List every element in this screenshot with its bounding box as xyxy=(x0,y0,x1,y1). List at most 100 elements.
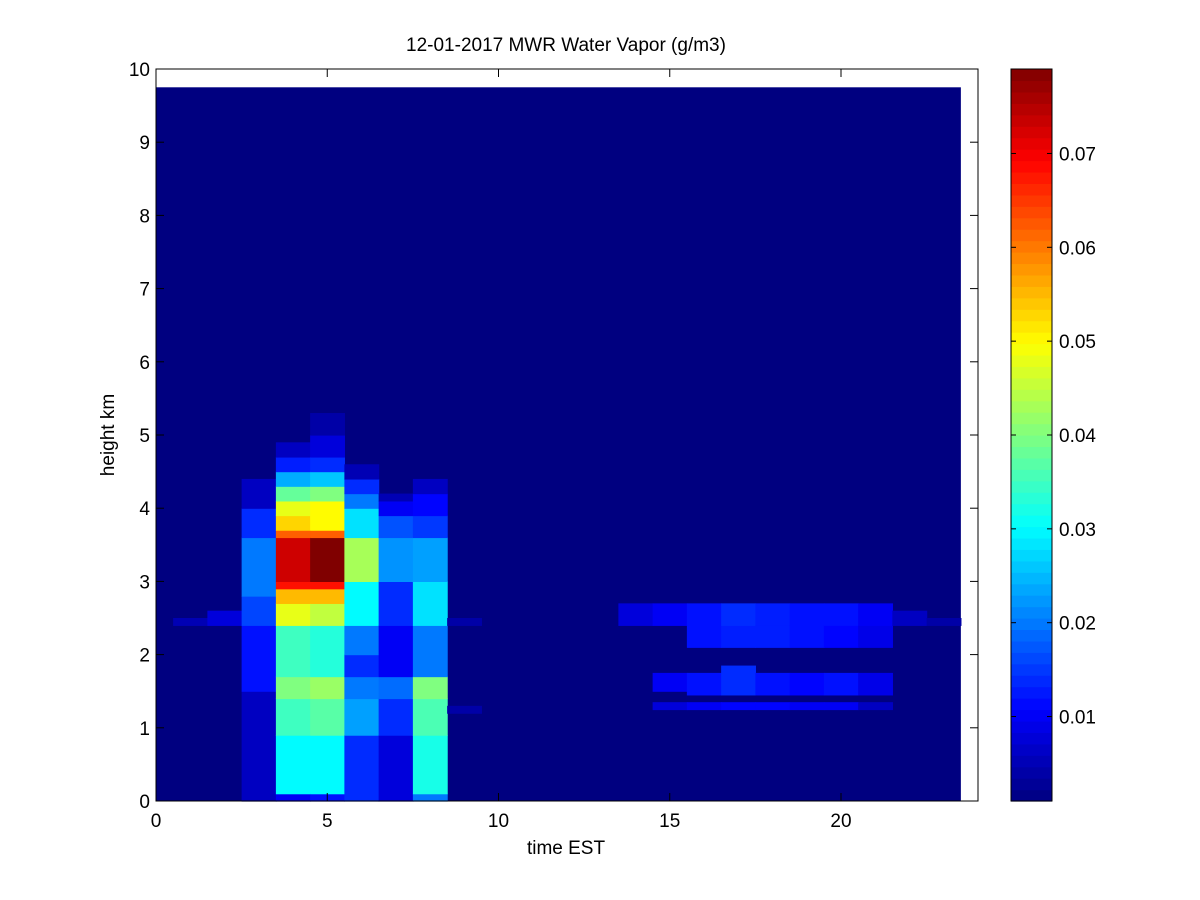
colorbar-swatch xyxy=(1011,663,1052,676)
heatmap-cell xyxy=(686,672,722,696)
heatmap-cell xyxy=(378,500,414,517)
colorbar-swatch xyxy=(1011,720,1052,733)
colorbar-swatch xyxy=(1011,457,1052,470)
y-tick-label: 10 xyxy=(129,60,150,81)
heatmap-cell xyxy=(310,581,345,590)
colorbar-swatch xyxy=(1011,652,1052,665)
colorbar-swatch xyxy=(1011,103,1052,116)
colorbar-tick-label: 0.02 xyxy=(1059,614,1096,635)
y-tick-label: 8 xyxy=(139,206,150,227)
heatmap-cell xyxy=(858,625,893,648)
heatmap-cell xyxy=(310,530,345,539)
heatmap-cell xyxy=(447,618,482,626)
colorbar-swatch xyxy=(1011,412,1052,425)
heatmap-cell xyxy=(789,603,825,626)
heatmap-cell xyxy=(275,456,311,473)
heatmap-cell xyxy=(412,537,448,582)
heatmap-cell xyxy=(310,471,345,487)
heatmap-cell xyxy=(686,625,722,648)
colorbar-swatch xyxy=(1011,629,1052,642)
colorbar: 0.01 0.02 0.03 0.04 0.05 0.06 0.07 xyxy=(1010,68,1096,802)
colorbar-gradient xyxy=(1011,69,1052,802)
colorbar-swatch xyxy=(1011,114,1052,127)
colorbar-swatch xyxy=(1011,160,1052,173)
y-tick-label: 5 xyxy=(139,426,150,447)
y-tick-label: 9 xyxy=(139,133,150,154)
heatmap-cell xyxy=(926,618,962,626)
heatmap-cell xyxy=(755,603,791,626)
y-tick-label: 0 xyxy=(139,792,150,813)
colorbar-swatch xyxy=(1011,343,1052,356)
heatmap-cell xyxy=(378,698,414,736)
heatmap-cell xyxy=(344,698,380,736)
heatmap-cell xyxy=(412,735,448,795)
heatmap-cell xyxy=(447,705,482,714)
colorbar-swatch xyxy=(1011,389,1052,402)
heatmap-cells xyxy=(156,87,962,802)
heatmap-cell xyxy=(344,581,380,626)
colorbar-swatch xyxy=(1011,480,1052,493)
y-tick-label: 6 xyxy=(139,353,150,374)
heatmap-cell xyxy=(412,493,448,517)
colorbar-swatch xyxy=(1011,297,1052,310)
colorbar-swatch xyxy=(1011,698,1052,711)
heatmap-cell xyxy=(378,581,414,626)
heatmap-cell xyxy=(344,493,380,509)
y-tick-label: 7 xyxy=(139,280,150,301)
heatmap-cell xyxy=(310,735,345,795)
colorbar-swatch xyxy=(1011,469,1052,482)
heatmap-cell xyxy=(755,702,791,711)
heatmap-cell xyxy=(823,702,859,711)
heatmap-cell xyxy=(310,676,345,700)
heatmap-cell xyxy=(858,702,893,711)
colorbar-tick-label: 0.04 xyxy=(1059,426,1096,447)
heatmap-cell xyxy=(412,625,448,678)
heatmap-cell xyxy=(275,793,311,802)
colorbar-swatch xyxy=(1011,354,1052,367)
heatmap-cell xyxy=(310,486,345,502)
colorbar-swatch xyxy=(1011,183,1052,196)
chart-title: 12-01-2017 MWR Water Vapor (g/m3) xyxy=(406,35,726,56)
heatmap-cell xyxy=(344,676,380,700)
plot-area: 0 5 10 15 20 0 1 2 3 4 5 6 7 8 9 10 xyxy=(129,60,979,832)
heatmap-cell xyxy=(412,581,448,626)
heatmap-cell xyxy=(378,676,414,700)
y-axis-ticks: 0 1 2 3 4 5 6 7 8 9 10 xyxy=(129,60,978,813)
heatmap-cell xyxy=(789,625,825,648)
heatmap-cell xyxy=(275,530,311,539)
heatmap-cell xyxy=(310,625,345,678)
heatmap-cell xyxy=(344,735,380,802)
colorbar-swatch xyxy=(1011,755,1052,768)
heatmap-cell xyxy=(344,537,380,582)
heatmap-cell xyxy=(858,672,893,696)
colorbar-swatch xyxy=(1011,743,1052,756)
colorbar-swatch xyxy=(1011,194,1052,207)
heatmap-cell xyxy=(618,603,654,626)
heatmap-cell xyxy=(275,698,311,736)
colorbar-tick-label: 0.01 xyxy=(1059,708,1096,729)
heatmap-cell xyxy=(378,493,414,502)
colorbar-tick-label: 0.03 xyxy=(1059,520,1096,541)
y-tick-label: 4 xyxy=(139,499,150,520)
heatmap-cell xyxy=(721,702,756,711)
heatmap-cell xyxy=(241,596,277,626)
colorbar-swatch xyxy=(1011,252,1052,265)
heatmap-cell xyxy=(412,676,448,700)
colorbar-swatch xyxy=(1011,503,1052,516)
colorbar-tick-label: 0.07 xyxy=(1059,144,1096,165)
colorbar-swatch xyxy=(1011,675,1052,688)
x-tick-label: 5 xyxy=(322,811,333,832)
heatmap-cell xyxy=(892,610,928,626)
x-tick-label: 10 xyxy=(488,811,509,832)
colorbar-swatch xyxy=(1011,423,1052,436)
colorbar-swatch xyxy=(1011,400,1052,413)
colorbar-swatch xyxy=(1011,240,1052,253)
colorbar-swatch xyxy=(1011,274,1052,287)
heatmap-cell xyxy=(310,413,345,436)
heatmap-cell xyxy=(412,478,448,495)
colorbar-swatch xyxy=(1011,560,1052,573)
heatmap-cell xyxy=(241,691,277,802)
colorbar-tick-label: 0.06 xyxy=(1059,238,1096,259)
heatmap-cell xyxy=(275,515,311,531)
